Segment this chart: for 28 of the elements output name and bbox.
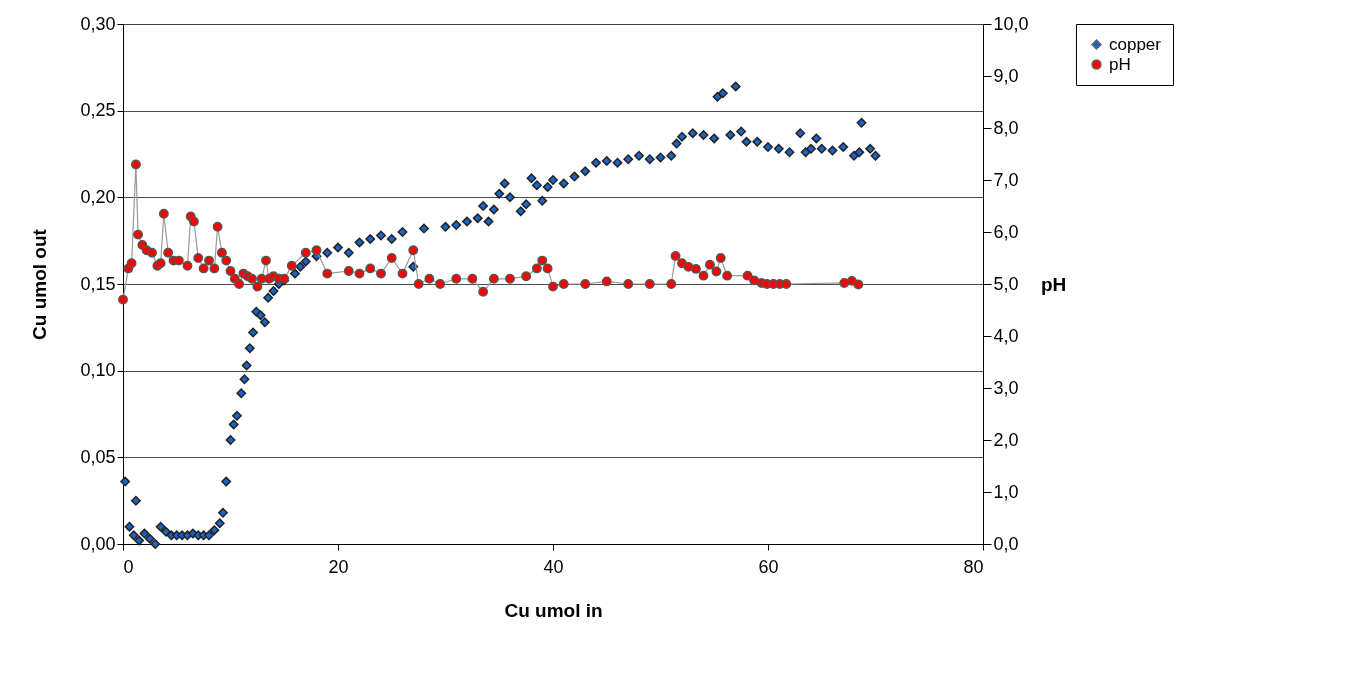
y2-tick-label: 1,0: [993, 481, 1019, 502]
y2-tick-label: 0,0: [993, 533, 1019, 554]
x-tick-label: 80: [963, 556, 984, 577]
y-tick-label: 0,20: [80, 186, 116, 207]
x-tick-label: 40: [543, 556, 564, 577]
x-tick-label: 0: [123, 556, 134, 577]
x-axis-title: Cu umol in: [504, 599, 603, 621]
y2-tick-label: 8,0: [993, 117, 1019, 138]
x-tick-label: 20: [328, 556, 349, 577]
legend-label: copper: [1109, 34, 1162, 54]
y2-tick-label: 4,0: [993, 325, 1019, 346]
y-tick-label: 0,30: [80, 13, 116, 34]
y-axis-title: Cu umol out: [29, 228, 51, 340]
y2-tick-label: 3,0: [993, 377, 1019, 398]
y2-tick-label: 9,0: [993, 65, 1019, 86]
y-tick-label: 0,05: [80, 446, 116, 467]
y2-tick-label: 5,0: [993, 273, 1019, 294]
y-tick-label: 0,25: [80, 100, 116, 121]
legend-label: pH: [1109, 54, 1131, 74]
y2-tick-label: 7,0: [993, 169, 1019, 190]
y-tick-label: 0,00: [80, 533, 116, 554]
x-tick-label: 60: [758, 556, 779, 577]
y2-axis-title: pH: [1040, 273, 1067, 295]
y-tick-label: 0,10: [80, 360, 116, 381]
y2-tick-label: 2,0: [993, 429, 1019, 450]
y-tick-label: 0,15: [80, 273, 116, 294]
y2-tick-label: 6,0: [993, 221, 1019, 242]
y2-tick-label: 10,0: [993, 13, 1029, 34]
